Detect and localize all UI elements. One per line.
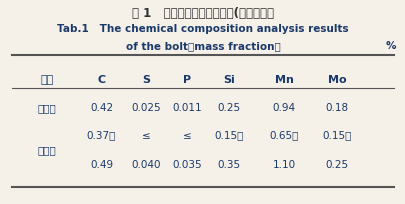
Text: 0.25: 0.25 xyxy=(325,160,347,170)
Text: S: S xyxy=(142,74,150,85)
Text: 0.94: 0.94 xyxy=(272,103,295,113)
Text: 标准值: 标准值 xyxy=(37,145,56,155)
Text: %: % xyxy=(384,41,395,51)
Text: 项目: 项目 xyxy=(40,74,53,85)
Text: 1.10: 1.10 xyxy=(272,160,295,170)
Text: Tab.1   The chemical composition analysis results: Tab.1 The chemical composition analysis … xyxy=(57,24,348,34)
Text: 0.37～: 0.37～ xyxy=(87,131,116,141)
Text: 0.025: 0.025 xyxy=(131,103,160,113)
Text: of the bolt（mass fraction）: of the bolt（mass fraction） xyxy=(125,41,280,51)
Text: P: P xyxy=(182,74,190,85)
Text: 0.42: 0.42 xyxy=(90,103,113,113)
Text: 0.035: 0.035 xyxy=(172,160,201,170)
Text: Mn: Mn xyxy=(274,74,293,85)
Text: 实测值: 实测值 xyxy=(37,103,56,113)
Text: 0.15～: 0.15～ xyxy=(214,131,243,141)
Text: Si: Si xyxy=(223,74,234,85)
Text: C: C xyxy=(97,74,105,85)
Text: 0.15～: 0.15～ xyxy=(322,131,351,141)
Text: 0.25: 0.25 xyxy=(217,103,240,113)
Text: 0.65～: 0.65～ xyxy=(269,131,298,141)
Text: ≤: ≤ xyxy=(141,131,150,141)
Text: Mo: Mo xyxy=(327,74,345,85)
Text: 0.35: 0.35 xyxy=(217,160,240,170)
Text: 0.49: 0.49 xyxy=(90,160,113,170)
Text: 0.040: 0.040 xyxy=(131,160,160,170)
Text: 表 1   螺栓化学成分分析结果(质量分数）: 表 1 螺栓化学成分分析结果(质量分数） xyxy=(132,7,273,20)
Text: 0.011: 0.011 xyxy=(172,103,201,113)
Text: 0.18: 0.18 xyxy=(325,103,347,113)
Text: ≤: ≤ xyxy=(182,131,191,141)
